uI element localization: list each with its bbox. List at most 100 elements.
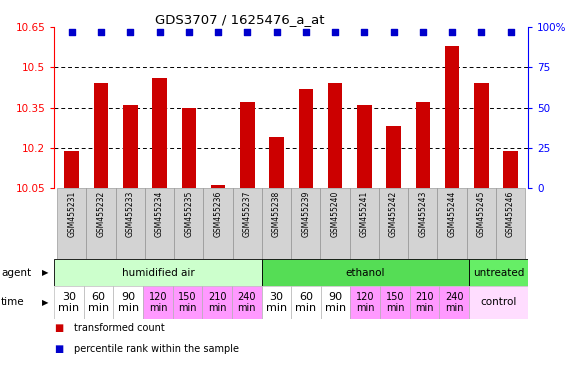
Bar xyxy=(321,286,351,319)
Bar xyxy=(469,286,528,319)
Text: ■: ■ xyxy=(54,323,63,333)
Bar xyxy=(291,188,320,259)
Text: GSM455232: GSM455232 xyxy=(96,190,106,237)
Bar xyxy=(54,286,84,319)
Point xyxy=(67,29,77,35)
Text: GSM455233: GSM455233 xyxy=(126,190,135,237)
Text: agent: agent xyxy=(1,268,31,278)
Text: 240
min: 240 min xyxy=(238,292,256,313)
Text: 30
min: 30 min xyxy=(266,292,287,313)
Text: GSM455241: GSM455241 xyxy=(360,190,369,237)
Text: percentile rank within the sample: percentile rank within the sample xyxy=(74,344,239,354)
Bar xyxy=(349,188,379,259)
Text: 120
min: 120 min xyxy=(356,292,375,313)
Bar xyxy=(387,126,401,188)
Bar xyxy=(379,188,408,259)
Bar xyxy=(182,108,196,188)
Text: GSM455245: GSM455245 xyxy=(477,190,486,237)
Bar xyxy=(270,137,284,188)
Bar xyxy=(145,188,174,259)
Text: control: control xyxy=(480,297,517,308)
Bar xyxy=(439,286,469,319)
Point xyxy=(155,29,164,35)
Bar xyxy=(380,286,410,319)
Bar xyxy=(94,83,108,188)
Text: GSM455237: GSM455237 xyxy=(243,190,252,237)
Text: time: time xyxy=(1,297,25,308)
Text: 150
min: 150 min xyxy=(385,292,404,313)
Bar xyxy=(469,259,528,286)
Bar xyxy=(351,286,380,319)
Text: GSM455231: GSM455231 xyxy=(67,190,77,237)
Bar xyxy=(410,286,439,319)
Bar xyxy=(408,188,437,259)
Bar xyxy=(54,259,262,286)
Text: GSM455240: GSM455240 xyxy=(331,190,340,237)
Point xyxy=(96,29,106,35)
Bar xyxy=(173,286,202,319)
Text: GSM455243: GSM455243 xyxy=(419,190,427,237)
Text: GSM455242: GSM455242 xyxy=(389,190,398,237)
Text: transformed count: transformed count xyxy=(74,323,165,333)
Text: GSM455244: GSM455244 xyxy=(448,190,457,237)
Bar xyxy=(211,185,226,188)
Point xyxy=(506,29,515,35)
Text: 210
min: 210 min xyxy=(208,292,227,313)
Text: ■: ■ xyxy=(54,344,63,354)
Bar xyxy=(467,188,496,259)
Text: GSM455238: GSM455238 xyxy=(272,190,281,237)
Bar xyxy=(437,188,467,259)
Text: ▶: ▶ xyxy=(42,298,49,307)
Point xyxy=(331,29,340,35)
Bar xyxy=(123,105,138,188)
Bar xyxy=(320,188,349,259)
Point xyxy=(214,29,223,35)
Text: GSM455236: GSM455236 xyxy=(214,190,223,237)
Text: GDS3707 / 1625476_a_at: GDS3707 / 1625476_a_at xyxy=(155,13,324,26)
Bar xyxy=(233,188,262,259)
Bar xyxy=(152,78,167,188)
Bar xyxy=(291,286,321,319)
Point xyxy=(448,29,457,35)
Text: 210
min: 210 min xyxy=(415,292,434,313)
Bar xyxy=(86,188,116,259)
Bar xyxy=(203,188,233,259)
Text: 60
min: 60 min xyxy=(295,292,316,313)
Text: 120
min: 120 min xyxy=(148,292,167,313)
Text: 150
min: 150 min xyxy=(178,292,197,313)
Point xyxy=(477,29,486,35)
Text: 90
min: 90 min xyxy=(325,292,346,313)
Text: untreated: untreated xyxy=(473,268,524,278)
Bar xyxy=(503,151,518,188)
Text: GSM455234: GSM455234 xyxy=(155,190,164,237)
Text: ▶: ▶ xyxy=(42,268,49,277)
Point xyxy=(243,29,252,35)
Bar xyxy=(232,286,262,319)
Bar xyxy=(328,83,343,188)
Point xyxy=(301,29,311,35)
Bar xyxy=(416,102,430,188)
Text: GSM455246: GSM455246 xyxy=(506,190,515,237)
Text: 30
min: 30 min xyxy=(58,292,79,313)
Bar xyxy=(202,286,232,319)
Text: 240
min: 240 min xyxy=(445,292,464,313)
Bar xyxy=(496,188,525,259)
Point xyxy=(184,29,194,35)
Bar xyxy=(114,286,143,319)
Text: 60
min: 60 min xyxy=(88,292,109,313)
Bar xyxy=(84,286,114,319)
Bar xyxy=(357,105,372,188)
Bar xyxy=(65,151,79,188)
Bar xyxy=(116,188,145,259)
Bar xyxy=(299,89,313,188)
Bar xyxy=(57,188,86,259)
Bar xyxy=(445,46,460,188)
Text: GSM455239: GSM455239 xyxy=(301,190,310,237)
Bar xyxy=(262,286,291,319)
Text: ethanol: ethanol xyxy=(345,268,385,278)
Bar xyxy=(262,259,469,286)
Bar xyxy=(474,83,489,188)
Bar xyxy=(262,188,291,259)
Text: humidified air: humidified air xyxy=(122,268,194,278)
Point xyxy=(360,29,369,35)
